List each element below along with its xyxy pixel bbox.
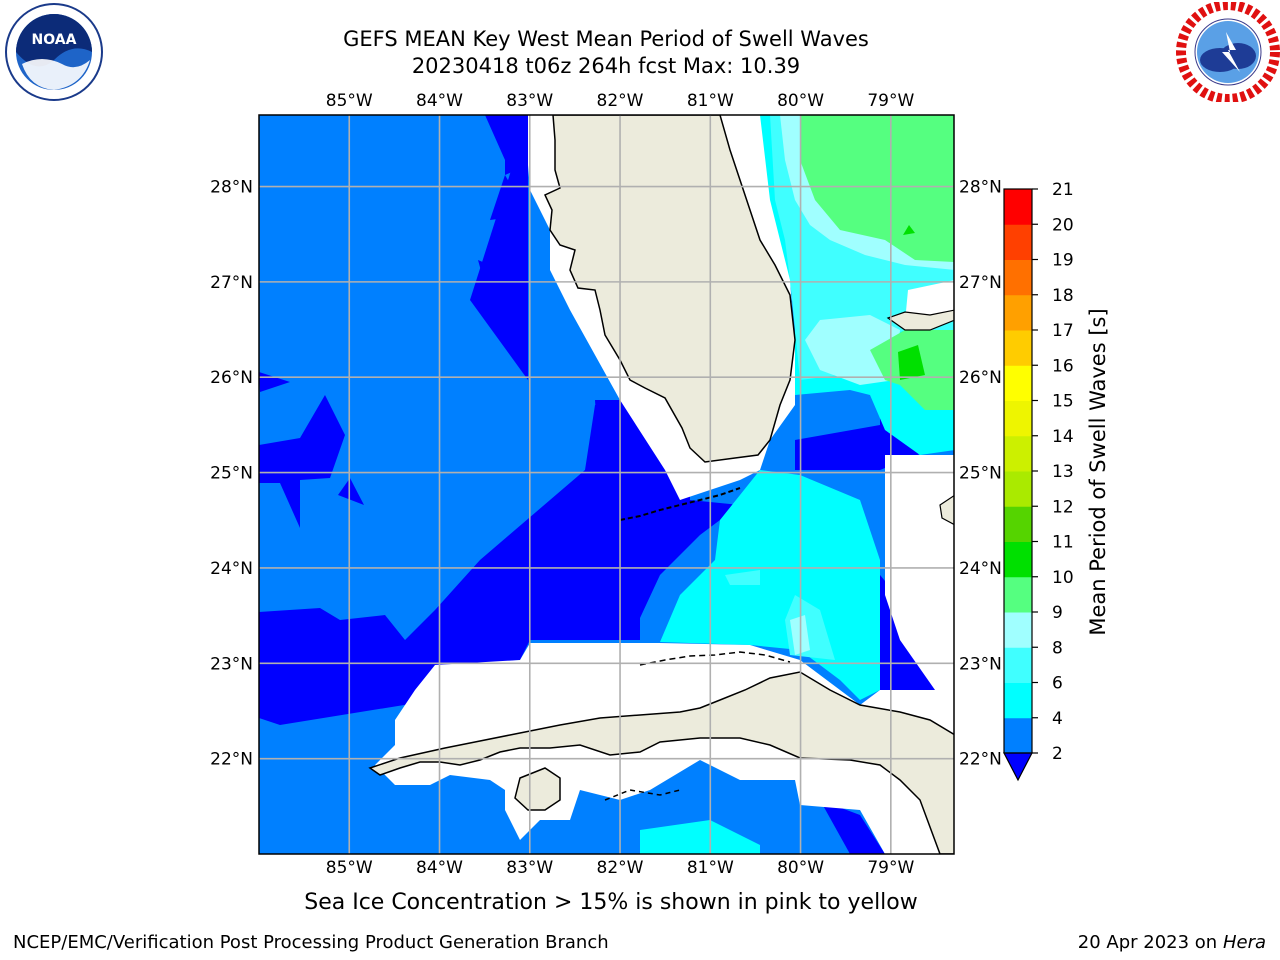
isla-juventud-land [514,767,561,811]
andros-land [939,494,954,526]
colorbar-bin [1004,576,1032,613]
footer-host: Hera [1222,932,1266,953]
lon-label-top: 79°W [867,91,914,111]
colorbar-bin [1004,647,1032,683]
southern-cays [604,789,681,801]
lat-label-right: 24°N [959,559,1002,579]
colorbar-bin [1004,224,1032,260]
colorbar-bin [1004,682,1032,719]
lat-label-right: 23°N [959,654,1002,674]
colorbar-tick-label: 14 [1052,427,1074,447]
colorbar-tick-label: 4 [1052,709,1063,729]
colorbar-bin [1004,189,1032,225]
lon-label-bottom: 84°W [416,858,463,878]
colorbar-bin [1004,435,1032,472]
lon-label-bottom: 79°W [867,858,914,878]
lat-label-left: 25°N [210,464,253,484]
lon-label-top: 83°W [506,91,553,111]
lat-label-left: 26°N [210,368,253,388]
colorbar-tick-label: 15 [1052,392,1074,412]
chart-title: GEFS MEAN Key West Mean Period of Swell … [343,27,869,51]
lat-label-left: 22°N [210,750,253,770]
lon-label-top: 84°W [416,91,463,111]
colorbar-tick-label: 16 [1052,356,1074,376]
colorbar-bin [1004,612,1032,648]
map-frame [258,114,955,855]
chart-subtitle: 20230418 t06z 264h fcst Max: 10.39 [411,54,801,78]
colorbar-tick-label: 17 [1052,321,1074,341]
lat-label-right: 25°N [959,464,1002,484]
lat-label-left: 23°N [210,654,253,674]
colorbar-tick-label: 20 [1052,215,1074,235]
colorbar-tick-label: 9 [1052,603,1063,623]
lat-labels-right: 28°N 27°N 26°N 25°N 24°N 23°N 22°N [959,178,1002,770]
lon-label-bottom: 85°W [326,858,373,878]
colorbar-tick-label: 6 [1052,674,1063,694]
lat-label-left: 28°N [210,178,253,198]
lon-label-bottom: 83°W [506,858,553,878]
florida-land [544,115,796,463]
lat-label-right: 22°N [959,750,1002,770]
lat-label-left: 27°N [210,273,253,293]
nws-logo [1176,2,1280,102]
colorbar-bin [1004,365,1032,401]
cuba-land [368,671,954,854]
lon-label-bottom: 82°W [597,858,644,878]
lon-label-bottom: 81°W [687,858,734,878]
colorbar-under-triangle [1003,752,1033,782]
lon-label-top: 80°W [777,91,824,111]
lon-label-top: 81°W [687,91,734,111]
florida-keys [619,487,741,521]
field-10-11s [898,225,925,380]
sea-ice-caption: Sea Ice Concentration > 15% is shown in … [304,890,918,915]
colorbar-bin [1004,506,1032,542]
colorbar: 2 4 6 8 9 10 11 12 13 14 15 16 17 18 19 20 21 [1003,180,1074,782]
lat-label-right: 26°N [959,368,1002,388]
colorbar-tick-label: 8 [1052,638,1063,658]
colorbar-tick-label: 2 [1052,744,1063,764]
colorbar-bin [1004,259,1032,296]
colorbar-tick-label: 21 [1052,180,1074,200]
colorbar-tick-label: 10 [1052,568,1074,588]
map-gridlines [259,115,954,854]
lat-labels-left: 28°N 27°N 26°N 25°N 24°N 23°N 22°N [210,178,253,770]
map-panel [259,115,954,854]
lon-label-top: 85°W [326,91,373,111]
footer-date-text: 20 Apr 2023 on [1077,932,1223,953]
lat-label-left: 24°N [210,559,253,579]
noaa-logo: NOAA [5,3,103,101]
lon-labels-top: 85°W 84°W 83°W 82°W 81°W 80°W 79°W [326,91,915,111]
colorbar-bin [1004,330,1032,366]
lon-labels-bottom: 85°W 84°W 83°W 82°W 81°W 80°W 79°W [326,858,915,878]
colorbar-bin [1004,400,1032,437]
colorbar-label: Mean Period of Swell Waves [s] [1086,308,1110,635]
colorbar-bin [1004,471,1032,507]
noaa-logo-text: NOAA [32,32,77,48]
lon-label-top: 82°W [597,91,644,111]
lat-label-right: 28°N [959,178,1002,198]
colorbar-tick-label: 13 [1052,462,1074,482]
colorbar-tick-label: 18 [1052,286,1074,306]
bahamas-land [886,309,954,331]
colorbar-bin [1004,717,1032,754]
lon-label-bottom: 80°W [777,858,824,878]
colorbar-bin [1004,541,1032,578]
colorbar-tick-label: 12 [1052,497,1074,517]
footer-credit: NCEP/EMC/Verification Post Processing Pr… [13,932,609,953]
footer-date: 20 Apr 2023 on Hera [1078,932,1266,953]
cuba-cays [639,651,791,666]
colorbar-tick-label: 11 [1052,533,1074,553]
colorbar-bin [1004,294,1032,331]
lat-label-right: 27°N [959,273,1002,293]
colorbar-tick-label: 19 [1052,251,1074,271]
